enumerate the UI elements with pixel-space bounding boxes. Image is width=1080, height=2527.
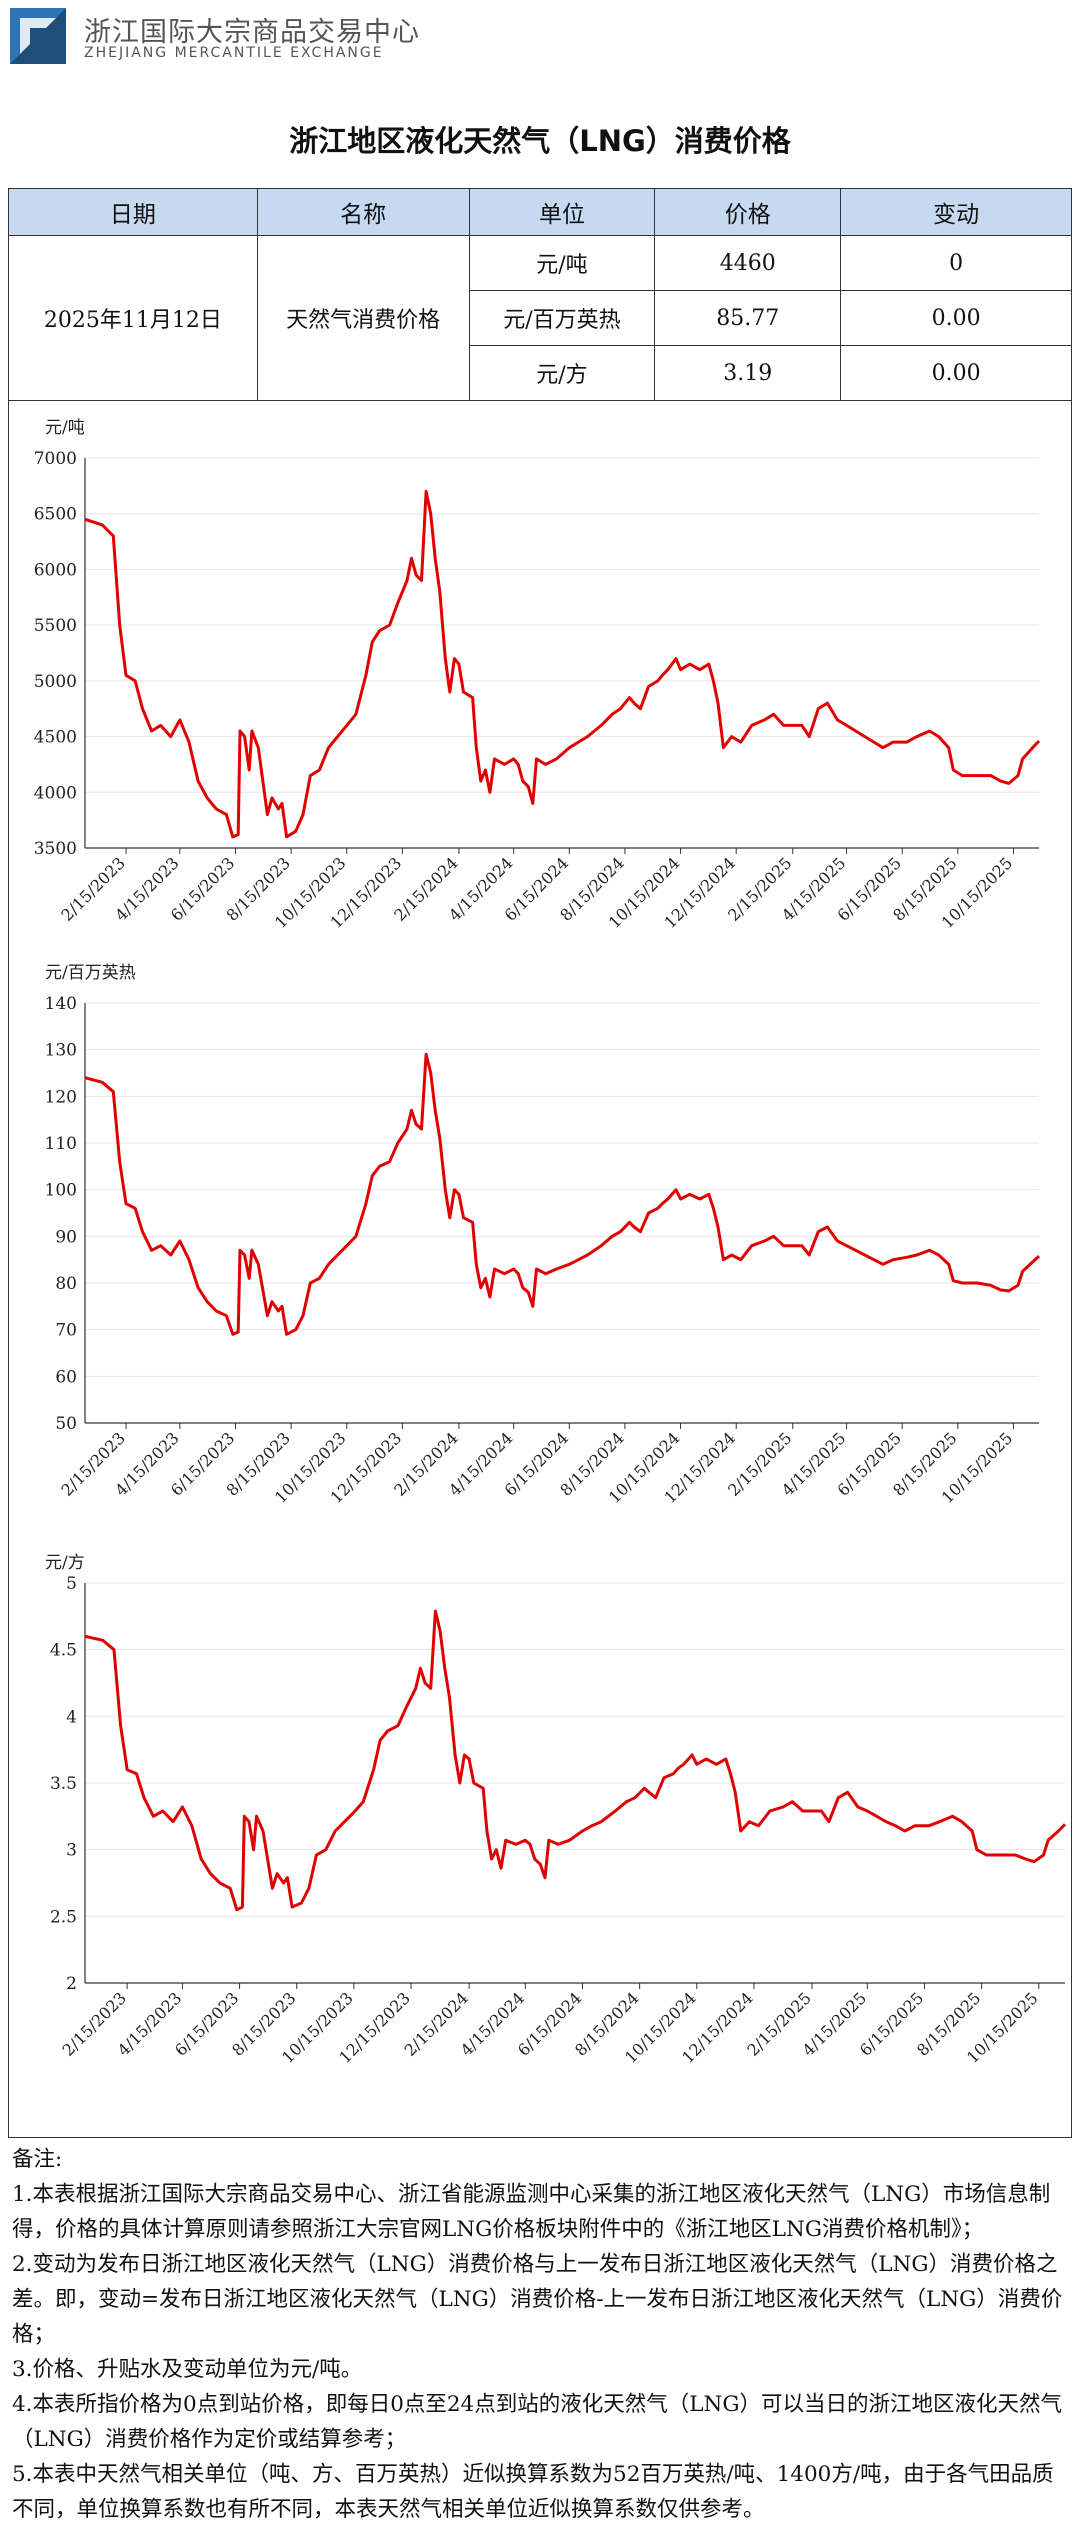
y-tick-label: 3500 (34, 839, 77, 859)
notes-section: 备注: 1.本表根据浙江国际大宗商品交易中心、浙江省能源监测中心采集的浙江地区液… (12, 2142, 1070, 2527)
note-item: 2.变动为发布日浙江地区液化天然气（LNG）消费价格与上一发布日浙江地区液化天然… (12, 2252, 1063, 2347)
page-header: 浙江国际大宗商品交易中心 ZHEJIANG MERCANTILE EXCHANG… (0, 0, 1080, 72)
y-tick-label: 6000 (34, 560, 77, 580)
y-tick-label: 4500 (34, 728, 77, 748)
note-item: 3.价格、升贴水及变动单位为元/吨。 (12, 2357, 363, 2382)
y-tick-label: 50 (55, 1414, 77, 1434)
y-tick-label: 80 (55, 1274, 77, 1294)
charts-panel: 元/吨 3500 4000 4500 5000 5500 6000 6500 7000 2/15/… (8, 393, 1072, 2138)
y-axis-label: 元/吨 (45, 418, 85, 438)
note-item: 5.本表中天然气相关单位（吨、方、百万英热）近似换算系数为52百万英热/吨、14… (12, 2462, 1054, 2522)
y-tick-label: 5000 (34, 672, 77, 692)
y-tick-label: 5 (66, 1574, 77, 1594)
y-tick-label: 4.5 (50, 1641, 77, 1661)
y-axis-label: 元/百万英热 (45, 963, 136, 983)
notes-heading: 备注: (12, 2147, 63, 2172)
y-tick-label: 100 (45, 1181, 77, 1201)
note-item: 4.本表所指价格为0点到站价格，即每日0点至24点到站的液化天然气（LNG）可以… (12, 2392, 1062, 2452)
date-cell: 2025年11月12日 (8, 235, 258, 401)
note-item: 1.本表根据浙江国际大宗商品交易中心、浙江省能源监测中心采集的浙江地区液化天然气… (12, 2182, 1051, 2242)
series-line (84, 1052, 1041, 1336)
org-name-cn: 浙江国际大宗商品交易中心 (84, 17, 420, 48)
price-cell: 3.19 (654, 345, 842, 401)
chart-price-per-ton: 元/吨350040004500500055006000650070002/15/… (34, 418, 1041, 932)
price-cell: 4460 (654, 235, 842, 291)
y-tick-label: 6500 (34, 505, 77, 525)
table-row: 元/百万英热 85.77 0.00 (9, 290, 1072, 346)
series-line (84, 1609, 1067, 1912)
y-tick-label: 120 (45, 1087, 77, 1107)
y-axis-label: 元/方 (45, 1553, 85, 1573)
unit-cell: 元/吨 (468, 235, 656, 291)
change-cell: 0.00 (840, 345, 1072, 401)
price-cell: 85.77 (654, 290, 842, 346)
chart-price-per-cubic-meter: 元/方22.533.544.552/15/20234/15/20236/15/2… (45, 1553, 1067, 2067)
chart-price-per-mmbtu: 元/百万英热50607080901001101201301402/15/2023… (45, 963, 1041, 1507)
table-row: 2025年11月12日 天然气消费价格 元/吨 4460 0 (8, 235, 1072, 401)
change-cell: 0.00 (840, 290, 1072, 346)
y-tick-label: 5500 (34, 616, 77, 636)
table-header-row: 日期 名称 单位 价格 变动 (8, 188, 1072, 236)
y-tick-label: 130 (45, 1041, 77, 1061)
y-tick-label: 3 (66, 1841, 77, 1861)
change-cell: 0 (840, 235, 1072, 291)
unit-cell: 元/方 (468, 345, 656, 401)
org-name-en: ZHEJIANG MERCANTILE EXCHANGE (84, 45, 384, 61)
header-change: 变动 (840, 188, 1072, 236)
header-unit: 单位 (468, 188, 656, 236)
unit-cell: 元/百万英热 (468, 290, 656, 346)
name-cell: 天然气消费价格 (256, 235, 470, 401)
y-tick-label: 4000 (34, 783, 77, 803)
series-line (84, 489, 1041, 839)
y-tick-label: 70 (55, 1321, 77, 1341)
y-tick-label: 4 (66, 1707, 77, 1727)
y-tick-label: 60 (55, 1367, 77, 1387)
table-row: 元/方 3.19 0.00 (9, 345, 1072, 401)
price-table: 日期 名称 单位 价格 变动 2025年11月12日 天然气消费价格 元/吨 4… (8, 188, 1072, 401)
y-tick-label: 2 (66, 1974, 77, 1994)
header-price: 价格 (654, 188, 842, 236)
y-tick-label: 2.5 (50, 1907, 77, 1927)
header-date: 日期 (8, 188, 258, 236)
page-title: 浙江地区液化天然气（LNG）消费价格 (289, 124, 791, 158)
header-name: 名称 (256, 188, 470, 236)
zme-logo-icon (10, 8, 66, 64)
y-tick-label: 7000 (34, 449, 77, 469)
y-tick-label: 90 (55, 1227, 77, 1247)
y-tick-label: 110 (45, 1134, 77, 1154)
y-tick-label: 140 (45, 994, 77, 1014)
y-tick-label: 3.5 (50, 1774, 77, 1794)
